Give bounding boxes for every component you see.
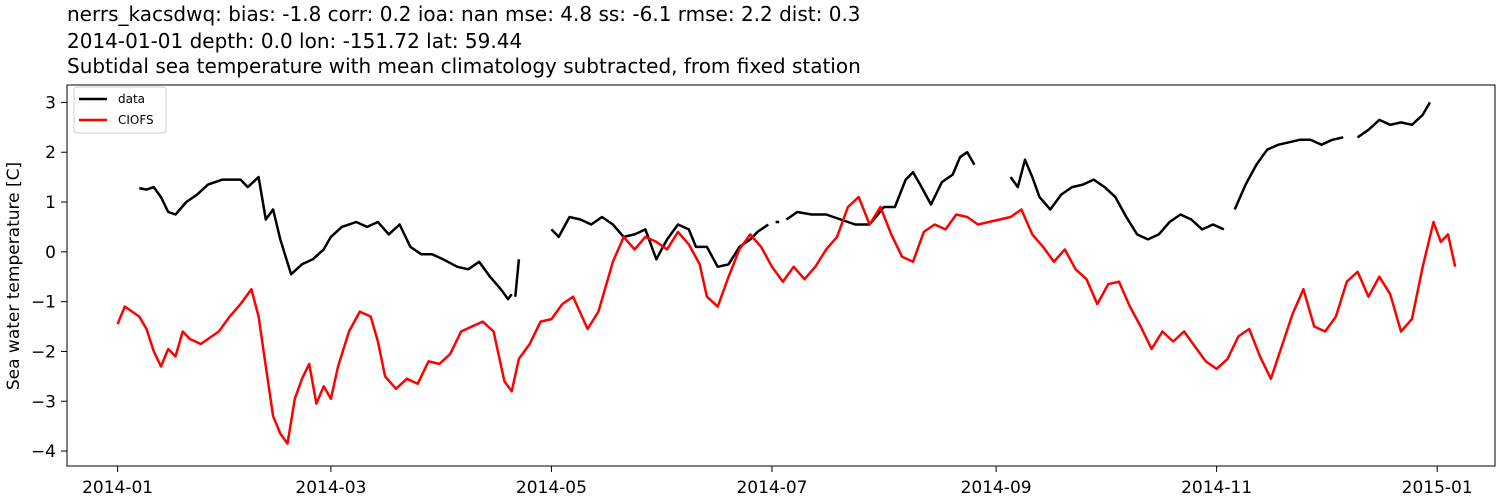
- series-line-data-segment-7: [1356, 101, 1431, 139]
- axes-layer: 2014-01 2014-03 2014-05 2014-07 2014-09 2014-…: [31, 93, 1473, 498]
- y-tick-label--4: −4: [31, 442, 56, 462]
- x-tick-label-2014-07: 2014-07: [736, 478, 807, 498]
- legend-label-ciofs: CIOFS: [118, 113, 154, 127]
- series-line-data-segment-5: [1009, 158, 1225, 241]
- legend: data CIOFS: [73, 86, 167, 134]
- y-tick-label--2: −2: [31, 342, 56, 362]
- chart-title-stats: nerrs_kacsdwq: bias: -1.8 corr: 0.2 ioa:…: [67, 2, 861, 26]
- plot-frame: [66, 84, 1496, 467]
- y-tick-label-3: 3: [45, 93, 56, 113]
- chart-title-description: Subtidal sea temperature with mean clima…: [67, 54, 861, 78]
- series-line-ciofs-segment-0: [116, 195, 1457, 445]
- series-line-data-segment-6: [1233, 136, 1344, 211]
- y-tick-label-1: 1: [45, 193, 56, 213]
- x-tick-label-2014-03: 2014-03: [295, 478, 366, 498]
- x-tick-label-2014-01: 2014-01: [82, 478, 153, 498]
- series-line-data-segment-2: [550, 215, 770, 269]
- y-tick-label-2: 2: [45, 143, 56, 163]
- x-tick-label-2014-05: 2014-05: [516, 478, 587, 498]
- series-line-data-segment-4: [785, 150, 976, 226]
- series-layer: [116, 101, 1457, 445]
- y-tick-label-0: 0: [45, 243, 56, 263]
- y-tick-label--3: −3: [31, 392, 56, 412]
- x-tick-label-2015-01: 2015-01: [1402, 478, 1473, 498]
- series-line-data-segment-1: [514, 259, 521, 297]
- chart-title-location: 2014-01-01 depth: 0.0 lon: -151.72 lat: …: [67, 29, 523, 53]
- x-tick-label-2014-11: 2014-11: [1181, 478, 1252, 498]
- x-tick-label-2014-09: 2014-09: [961, 478, 1032, 498]
- series-line-data-segment-0: [139, 175, 513, 301]
- legend-label-data: data: [118, 92, 145, 106]
- y-axis-label: Sea water temperature [C]: [4, 162, 24, 390]
- y-tick-label--1: −1: [31, 293, 56, 313]
